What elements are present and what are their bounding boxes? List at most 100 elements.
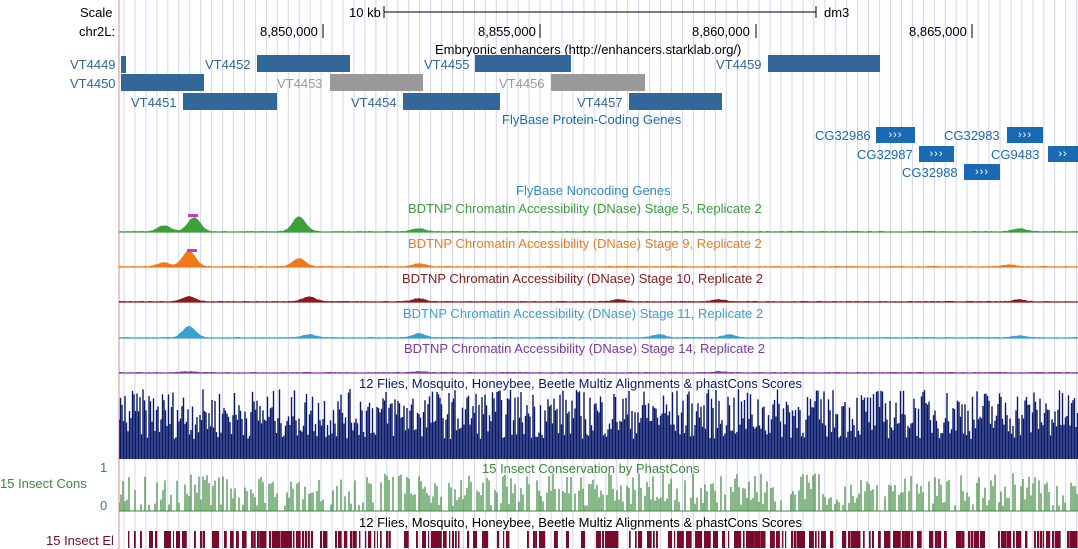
element-block xyxy=(458,531,460,548)
element-block xyxy=(668,531,673,548)
gene-label-cg9483[interactable]: CG9483 xyxy=(991,147,1040,162)
feature-vt4452[interactable] xyxy=(257,55,350,72)
element-block xyxy=(707,531,711,548)
element-block xyxy=(320,531,323,548)
element-block xyxy=(260,531,264,548)
element-block xyxy=(893,531,898,548)
element-block xyxy=(386,531,389,548)
track-area[interactable]: 10 kb dm3 8,850,000 8,855,000 8,860,000 … xyxy=(119,0,1078,549)
element-block xyxy=(638,531,643,548)
element-block xyxy=(155,531,158,548)
element-block xyxy=(1004,531,1007,548)
element-block xyxy=(368,531,372,548)
element-block xyxy=(533,531,536,548)
gene-label-cg32983[interactable]: CG32983 xyxy=(944,128,1000,143)
element-block xyxy=(656,531,658,548)
element-block xyxy=(647,531,652,548)
phastcons-side-label[interactable]: 15 Insect Cons xyxy=(0,476,87,491)
feature-label-vt4450[interactable]: VT4450 xyxy=(70,76,116,91)
feature-vt4454[interactable] xyxy=(403,93,500,110)
feature-vt4450[interactable] xyxy=(121,74,204,91)
element-block xyxy=(776,531,780,548)
dnase-stage10-title[interactable]: BDTNP Chromatin Accessibility (DNase) St… xyxy=(402,271,764,286)
element-block xyxy=(542,531,546,548)
gene-cg32986[interactable]: ››› xyxy=(876,127,915,143)
element-block xyxy=(962,531,965,548)
element-block xyxy=(608,531,613,548)
gene-cg32987[interactable]: ››› xyxy=(919,146,954,162)
element-block xyxy=(311,531,314,548)
element-block xyxy=(554,531,558,548)
gene-cg9483[interactable]: ›› xyxy=(1048,146,1078,162)
feature-label-vt4457[interactable]: VT4457 xyxy=(577,95,623,110)
element-block xyxy=(263,531,267,548)
feature-vt4456[interactable] xyxy=(551,74,645,91)
element-block xyxy=(434,531,438,548)
dnase-stage14-title[interactable]: BDTNP Chromatin Accessibility (DNase) St… xyxy=(404,341,766,356)
elements-track-title[interactable]: 12 Flies, Mosquito, Honeybee, Beetle Mul… xyxy=(359,515,802,530)
element-block xyxy=(902,531,905,548)
element-block xyxy=(278,531,281,548)
element-block xyxy=(737,531,741,548)
feature-label-vt4453[interactable]: VT4453 xyxy=(277,76,323,91)
dnase-stage9-title[interactable]: BDTNP Chromatin Accessibility (DNase) St… xyxy=(408,236,762,251)
feature-label-vt4449[interactable]: VT4449 xyxy=(70,57,116,72)
element-block xyxy=(842,531,847,548)
coding-genes-track-title[interactable]: FlyBase Protein-Coding Genes xyxy=(502,112,682,127)
gene-cg32983[interactable]: ››› xyxy=(1007,127,1043,143)
gene-label-cg32986[interactable]: CG32986 xyxy=(815,128,871,143)
phastcons-track-title[interactable]: 15 Insect Conservation by PhastCons xyxy=(482,461,700,476)
element-block xyxy=(296,531,301,548)
element-block xyxy=(920,531,922,548)
phastcons-ymax-label: 1 xyxy=(100,460,108,475)
element-block xyxy=(743,531,745,548)
element-block xyxy=(455,531,457,548)
element-block xyxy=(803,531,805,548)
feature-vt4459[interactable] xyxy=(768,55,880,72)
element-block xyxy=(173,531,174,548)
feature-label-vt4455[interactable]: VT4455 xyxy=(424,57,470,72)
gene-label-cg32987[interactable]: CG32987 xyxy=(857,147,913,162)
feature-vt4449[interactable] xyxy=(121,56,126,73)
noncoding-genes-track-title[interactable]: FlyBase Noncoding Genes xyxy=(516,183,671,198)
gene-label-cg32988[interactable]: CG32988 xyxy=(902,165,958,180)
element-block xyxy=(869,531,871,548)
element-block xyxy=(164,531,169,548)
element-block xyxy=(293,531,295,548)
element-block xyxy=(359,531,361,548)
dnase-stage5-title[interactable]: BDTNP Chromatin Accessibility (DNase) St… xyxy=(408,201,762,216)
feature-label-vt4452[interactable]: VT4452 xyxy=(205,57,251,72)
multiz-track-title[interactable]: 12 Flies, Mosquito, Honeybee, Beetle Mul… xyxy=(359,376,802,391)
feature-vt4457[interactable] xyxy=(629,93,722,110)
element-block xyxy=(944,531,947,548)
enhancers-track-title[interactable]: Embryonic enhancers (http://enhancers.st… xyxy=(435,42,742,57)
element-block xyxy=(863,531,865,548)
element-block xyxy=(251,531,254,548)
element-block xyxy=(428,531,430,548)
element-block xyxy=(254,531,256,548)
element-block xyxy=(971,531,974,548)
feature-vt4451[interactable] xyxy=(183,93,277,110)
feature-label-vt4454[interactable]: VT4454 xyxy=(351,95,397,110)
feature-label-vt4459[interactable]: VT4459 xyxy=(716,57,762,72)
element-block xyxy=(443,531,447,548)
element-block xyxy=(272,531,276,548)
gene-cg32988[interactable]: ››› xyxy=(964,164,1000,180)
element-block xyxy=(896,531,901,548)
element-block xyxy=(566,531,569,548)
signal-tracks xyxy=(119,6,1078,548)
feature-label-vt4456[interactable]: VT4456 xyxy=(499,76,545,91)
feature-vt4453[interactable] xyxy=(330,74,423,91)
element-block xyxy=(686,531,691,548)
dnase-stage11-title[interactable]: BDTNP Chromatin Accessibility (DNase) St… xyxy=(403,306,764,321)
element-block xyxy=(431,531,435,548)
elements-side-label[interactable]: 15 Insect El xyxy=(46,533,114,548)
element-block xyxy=(704,531,708,548)
element-block xyxy=(983,531,985,548)
feature-label-vt4451[interactable]: VT4451 xyxy=(131,95,177,110)
dnase-peak-cap-stage9 xyxy=(187,249,197,252)
feature-vt4455[interactable] xyxy=(475,55,571,72)
element-block xyxy=(770,531,775,548)
element-block xyxy=(596,531,600,548)
